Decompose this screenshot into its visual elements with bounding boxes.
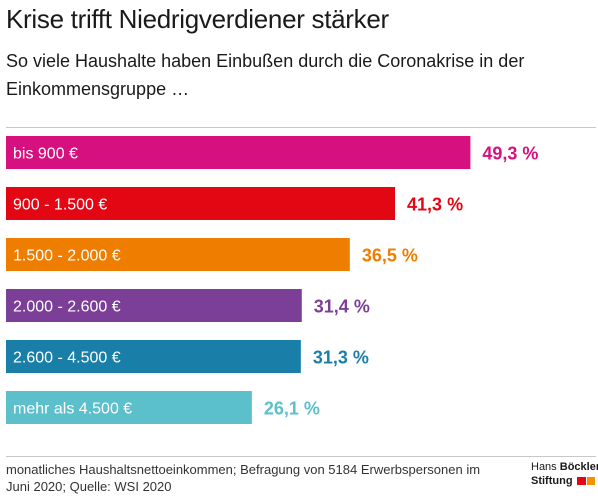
bar-2 bbox=[6, 187, 396, 220]
bar-value-label: 31,3 % bbox=[313, 348, 369, 368]
bar-6 bbox=[6, 391, 252, 424]
bar-category-label: mehr als 4.500 € bbox=[13, 401, 132, 418]
bar-value-label: 41,3 % bbox=[407, 195, 463, 215]
bar-value-label: 36,5 % bbox=[362, 246, 418, 266]
logo-mark-orange bbox=[587, 477, 595, 485]
chart-title: Krise trifft Niedrigverdiener stärker bbox=[6, 4, 389, 34]
bottom-divider bbox=[6, 456, 596, 457]
source-footnote: monatliches Haushaltsnettoeinkommen; Bef… bbox=[6, 462, 481, 494]
top-divider bbox=[6, 127, 596, 128]
logo-text-line1: Hans Böckler bbox=[531, 461, 598, 473]
bar-category-label: 1.500 - 2.000 € bbox=[13, 248, 121, 265]
logo-text-line2: Stiftung bbox=[531, 475, 573, 487]
bar-category-label: 2.600 - 4.500 € bbox=[13, 350, 121, 367]
logo-mark-red bbox=[577, 477, 586, 485]
bar-5 bbox=[6, 340, 301, 373]
bar-value-label: 49,3 % bbox=[482, 144, 538, 164]
hans-boeckler-stiftung-logo: Hans Böckler Stiftung bbox=[513, 459, 598, 495]
bar-value-label: 26,1 % bbox=[264, 399, 320, 419]
bar-4 bbox=[6, 289, 302, 322]
bar-3 bbox=[6, 238, 350, 271]
logo-color-mark bbox=[577, 477, 595, 485]
bar-1 bbox=[6, 136, 471, 169]
bar-category-label: 2.000 - 2.600 € bbox=[13, 299, 121, 316]
chart-subtitle: So viele Haushalte haben Einbußen durch … bbox=[6, 51, 525, 99]
bar-category-label: bis 900 € bbox=[13, 146, 78, 163]
bar-value-label: 31,4 % bbox=[314, 297, 370, 317]
bar-category-label: 900 - 1.500 € bbox=[13, 197, 107, 214]
